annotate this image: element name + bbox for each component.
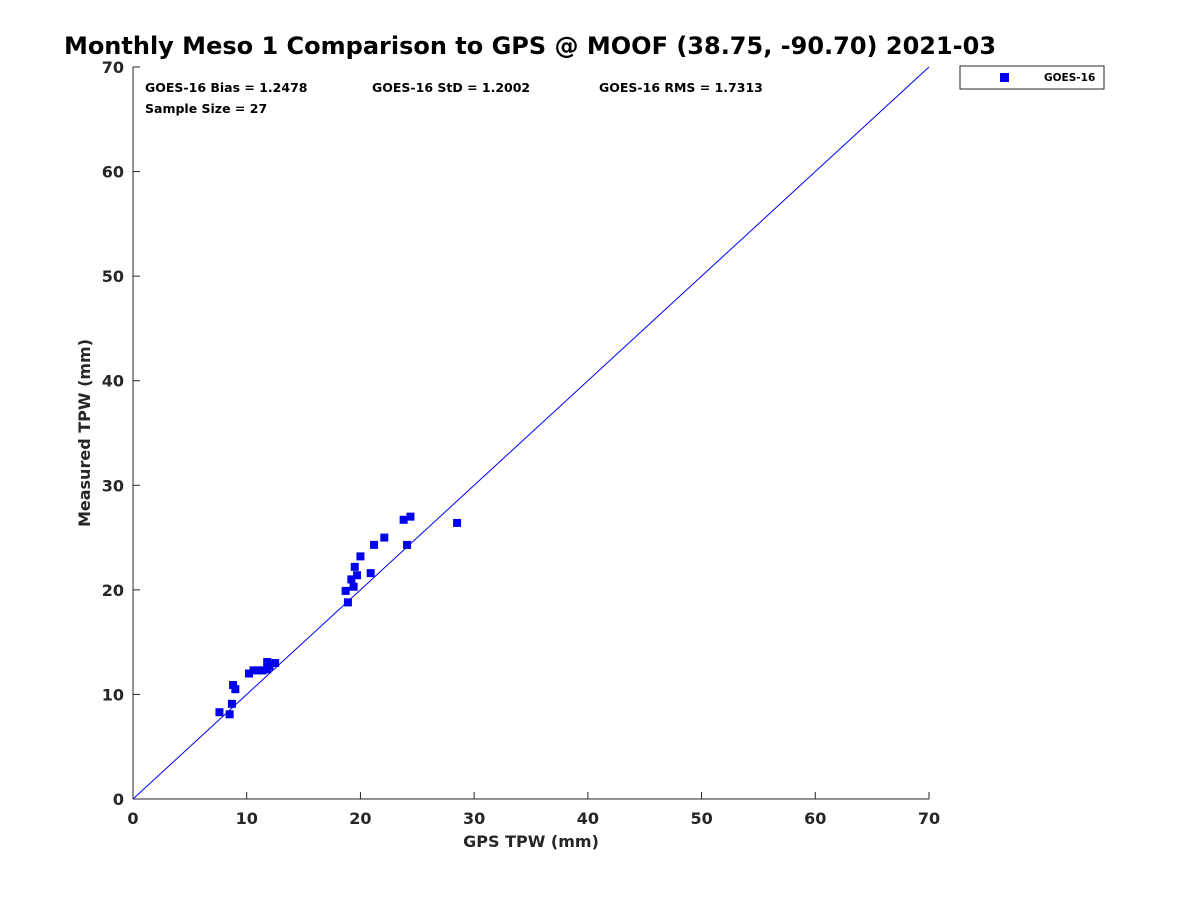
chart-title: Monthly Meso 1 Comparison to GPS @ MOOF … <box>64 32 996 60</box>
legend-label: GOES-16 <box>1044 72 1095 84</box>
data-point-square <box>406 512 415 521</box>
data-point-square <box>231 685 240 694</box>
annotation-rms: GOES-16 RMS = 1.7313 <box>599 80 763 95</box>
data-point-square <box>353 571 362 580</box>
data-point-square <box>225 710 234 719</box>
x-tick-label: 70 <box>918 809 940 828</box>
y-tick-label: 60 <box>102 163 124 182</box>
annotation-sample-size: Sample Size = 27 <box>145 101 267 116</box>
one-to-one-reference-line <box>132 66 930 800</box>
y-tick-label: 50 <box>102 267 124 286</box>
legend-marker-square <box>1000 73 1009 82</box>
y-tick-label: 0 <box>113 790 124 809</box>
data-point-square <box>341 586 350 595</box>
x-tick-label: 0 <box>127 809 138 828</box>
x-axis-label: GPS TPW (mm) <box>463 832 599 851</box>
x-tick-label: 50 <box>690 809 712 828</box>
data-point-square <box>229 681 238 690</box>
data-point-square <box>356 552 365 561</box>
data-point-square <box>249 666 258 675</box>
x-tick-label: 10 <box>236 809 258 828</box>
x-tick-label: 40 <box>577 809 599 828</box>
data-point-square <box>366 569 375 578</box>
y-tick-label: 70 <box>102 58 124 77</box>
y-axis-label: Measured TPW (mm) <box>75 339 94 527</box>
data-point-square <box>263 658 272 667</box>
data-point-square <box>254 666 263 675</box>
data-point-square <box>347 575 356 584</box>
data-point-square <box>380 533 389 542</box>
data-point-square <box>403 540 412 549</box>
y-tick-label: 10 <box>102 685 124 704</box>
legend: GOES-16 <box>959 65 1105 90</box>
data-point-square <box>258 666 267 675</box>
data-point-square <box>349 582 358 591</box>
data-point-square <box>343 598 352 607</box>
x-tick-label: 60 <box>804 809 826 828</box>
data-point-square <box>399 515 408 524</box>
data-point-square <box>244 669 253 678</box>
data-point-square <box>265 662 274 671</box>
x-tick-label: 20 <box>349 809 371 828</box>
data-point-square <box>370 540 379 549</box>
y-tick-label: 20 <box>102 581 124 600</box>
data-point-square <box>350 562 359 571</box>
y-tick-label: 30 <box>102 476 124 495</box>
annotation-bias: GOES-16 Bias = 1.2478 <box>145 80 307 95</box>
legend-box <box>959 65 1105 90</box>
data-point-square <box>271 659 280 668</box>
data-point-square <box>453 518 462 527</box>
x-tick-label: 30 <box>463 809 485 828</box>
data-point-square <box>215 708 224 717</box>
y-tick-label: 40 <box>102 372 124 391</box>
annotation-std: GOES-16 StD = 1.2002 <box>372 80 530 95</box>
data-point-square <box>227 699 236 708</box>
